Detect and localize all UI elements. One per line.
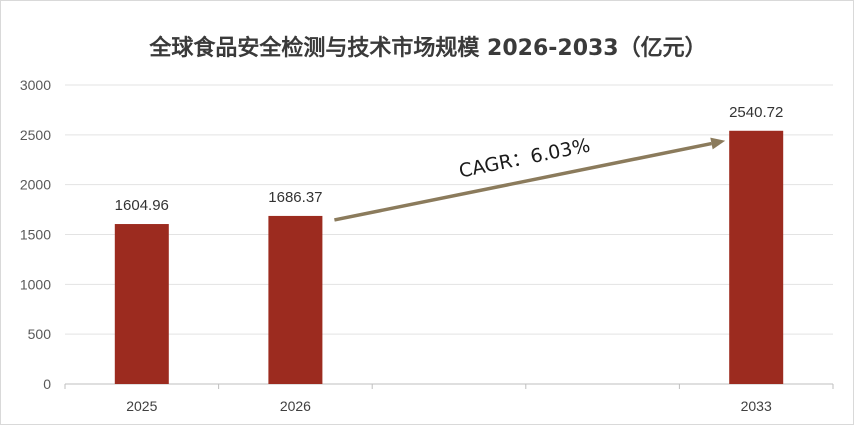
- y-tick-label: 0: [43, 376, 51, 392]
- chart-title: 全球食品安全检测与技术市场规模 2026-2033（亿元）: [148, 35, 706, 61]
- y-tick-label: 2000: [20, 177, 51, 193]
- bars: [114, 130, 784, 384]
- data-label-2033: 2540.72: [729, 104, 783, 121]
- x-tick-label-2025: 2025: [126, 398, 157, 414]
- x-axis-ticks: 2025 2026 2033: [126, 398, 772, 414]
- cagr-annotation: CAGR：6.03%: [334, 134, 726, 222]
- cagr-arrow-head: [710, 137, 726, 150]
- x-tick-label-2026: 2026: [280, 398, 311, 414]
- data-label-2025: 1604.96: [115, 197, 169, 214]
- data-labels: 1604.96 1686.37 2540.72: [115, 104, 784, 214]
- x-tick-label-2033: 2033: [741, 398, 772, 414]
- y-tick-label: 1000: [20, 276, 51, 292]
- y-tick-label: 2500: [20, 127, 51, 143]
- y-tick-label: 1500: [20, 227, 51, 243]
- gridlines: [64, 84, 834, 389]
- y-tick-label: 500: [28, 326, 52, 342]
- data-label-2026: 1686.37: [268, 189, 322, 206]
- cagr-label: CAGR：6.03%: [457, 134, 592, 182]
- y-tick-label: 3000: [20, 77, 51, 93]
- bar-2033: [729, 130, 784, 384]
- bar-2025: [114, 224, 169, 384]
- cagr-arrow-line: [334, 141, 712, 222]
- y-axis-ticks: 0 500 1000 1500 2000 2500 3000: [20, 77, 51, 392]
- bar-2026: [268, 215, 323, 384]
